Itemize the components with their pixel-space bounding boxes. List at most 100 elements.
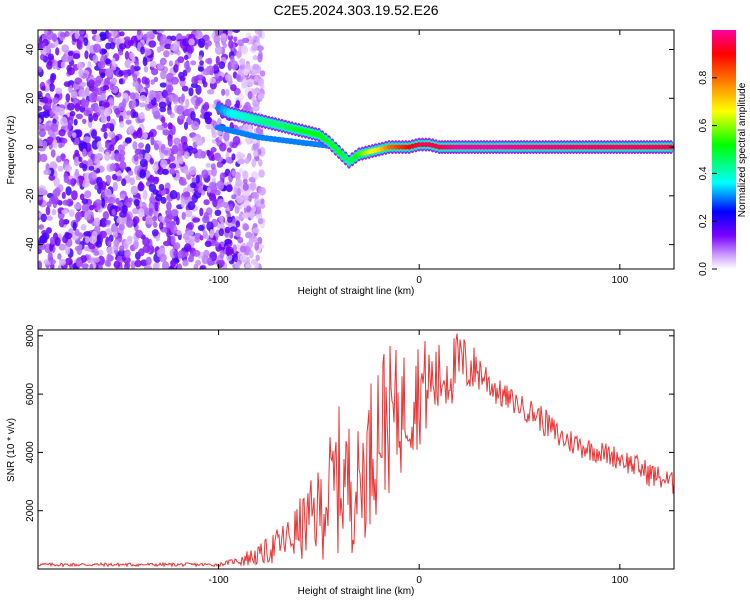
noise-blob bbox=[242, 178, 248, 185]
noise-blob bbox=[88, 113, 94, 123]
noise-blob bbox=[118, 78, 124, 85]
noise-blob bbox=[247, 90, 253, 100]
noise-blob bbox=[160, 116, 166, 124]
noise-blob bbox=[192, 217, 201, 223]
noise-blob bbox=[195, 138, 204, 147]
noise-blob bbox=[59, 258, 66, 266]
noise-blob bbox=[159, 57, 167, 66]
noise-blob bbox=[50, 195, 59, 204]
noise-blob bbox=[88, 165, 95, 171]
noise-blob bbox=[50, 149, 56, 158]
noise-blob bbox=[117, 144, 126, 152]
noise-blob bbox=[50, 123, 59, 132]
track-blob bbox=[326, 139, 332, 145]
noise-blob bbox=[257, 92, 265, 100]
noise-blob bbox=[177, 56, 185, 64]
noise-blob bbox=[132, 216, 140, 225]
noise-blob bbox=[57, 165, 64, 172]
noise-blob bbox=[239, 58, 246, 66]
noise-blob bbox=[185, 66, 191, 73]
chart-title: C2E5.2024.303.19.52.E26 bbox=[273, 2, 438, 18]
noise-blob bbox=[55, 47, 60, 56]
noise-blob bbox=[118, 50, 124, 56]
noise-blob bbox=[188, 87, 194, 97]
noise-blob bbox=[107, 32, 112, 38]
noise-blob bbox=[74, 77, 83, 85]
noise-blob bbox=[208, 151, 215, 161]
noise-blob bbox=[91, 140, 100, 150]
noise-blob bbox=[99, 217, 108, 228]
noise-blob bbox=[208, 181, 216, 190]
noise-blob bbox=[91, 30, 98, 35]
noise-blob bbox=[167, 137, 173, 147]
noise-blob bbox=[185, 98, 190, 109]
noise-blob bbox=[156, 30, 165, 34]
noise-blob bbox=[92, 257, 101, 263]
noise-blob bbox=[121, 204, 128, 214]
noise-blob bbox=[124, 137, 132, 144]
noise-blob bbox=[54, 237, 61, 247]
noise-blob bbox=[50, 236, 55, 245]
noise-blob bbox=[142, 33, 148, 42]
noise-blob bbox=[75, 257, 83, 268]
noise-blob bbox=[83, 37, 89, 47]
noise-blob bbox=[70, 90, 78, 99]
noise-blob bbox=[194, 237, 200, 243]
noise-blob bbox=[55, 87, 63, 95]
noise-blob bbox=[96, 140, 102, 149]
noise-blob bbox=[119, 161, 127, 171]
noise-blob bbox=[82, 99, 90, 107]
noise-blob bbox=[176, 105, 184, 115]
noise-blob bbox=[115, 197, 120, 205]
spectrogram-y-ticks: -40 -20 0 20 40 bbox=[25, 44, 674, 252]
noise-blob bbox=[113, 239, 120, 247]
noise-blob bbox=[76, 129, 82, 138]
noise-blob bbox=[209, 228, 214, 239]
x-tick-label: -100 bbox=[209, 275, 229, 286]
noise-blob bbox=[187, 201, 196, 211]
noise-blob bbox=[183, 121, 189, 130]
noise-blob bbox=[257, 78, 264, 86]
noise-blob bbox=[48, 174, 56, 181]
noise-blob bbox=[195, 30, 203, 39]
noise-blob bbox=[42, 140, 48, 150]
noise-blob bbox=[203, 199, 210, 206]
noise-blob bbox=[217, 156, 223, 163]
noise-blob bbox=[150, 136, 155, 146]
noise-blob bbox=[173, 137, 181, 145]
noise-blob bbox=[79, 30, 85, 36]
noise-blob bbox=[260, 198, 265, 205]
noise-blob bbox=[232, 135, 241, 146]
noise-blob bbox=[221, 36, 227, 43]
noise-blob bbox=[112, 231, 118, 238]
noise-blob bbox=[109, 83, 115, 91]
noise-blob bbox=[105, 228, 113, 235]
noise-blob bbox=[178, 157, 184, 165]
noise-blob bbox=[106, 253, 111, 263]
noise-blob bbox=[97, 255, 105, 266]
noise-blob bbox=[130, 185, 139, 196]
noise-blob bbox=[112, 181, 118, 192]
noise-blob bbox=[133, 239, 139, 250]
noise-blob bbox=[98, 61, 106, 69]
noise-blob bbox=[68, 84, 73, 94]
noise-blob bbox=[152, 262, 159, 269]
noise-blob bbox=[108, 131, 116, 139]
noise-blob bbox=[163, 50, 170, 58]
noise-blob bbox=[233, 253, 238, 263]
noise-blob bbox=[235, 229, 241, 238]
noise-blob bbox=[213, 34, 221, 44]
noise-blob bbox=[67, 67, 75, 76]
noise-blob bbox=[123, 249, 131, 259]
noise-blob bbox=[190, 82, 198, 88]
noise-blob bbox=[107, 240, 112, 248]
noise-blob bbox=[257, 53, 263, 63]
track-blob bbox=[333, 146, 339, 152]
y-tick-label: -40 bbox=[25, 237, 36, 252]
noise-blob bbox=[161, 89, 169, 99]
noise-blob bbox=[248, 239, 254, 249]
noise-blob bbox=[50, 263, 55, 269]
noise-blob bbox=[52, 97, 59, 104]
noise-blob bbox=[80, 224, 87, 231]
noise-blob bbox=[46, 30, 54, 40]
